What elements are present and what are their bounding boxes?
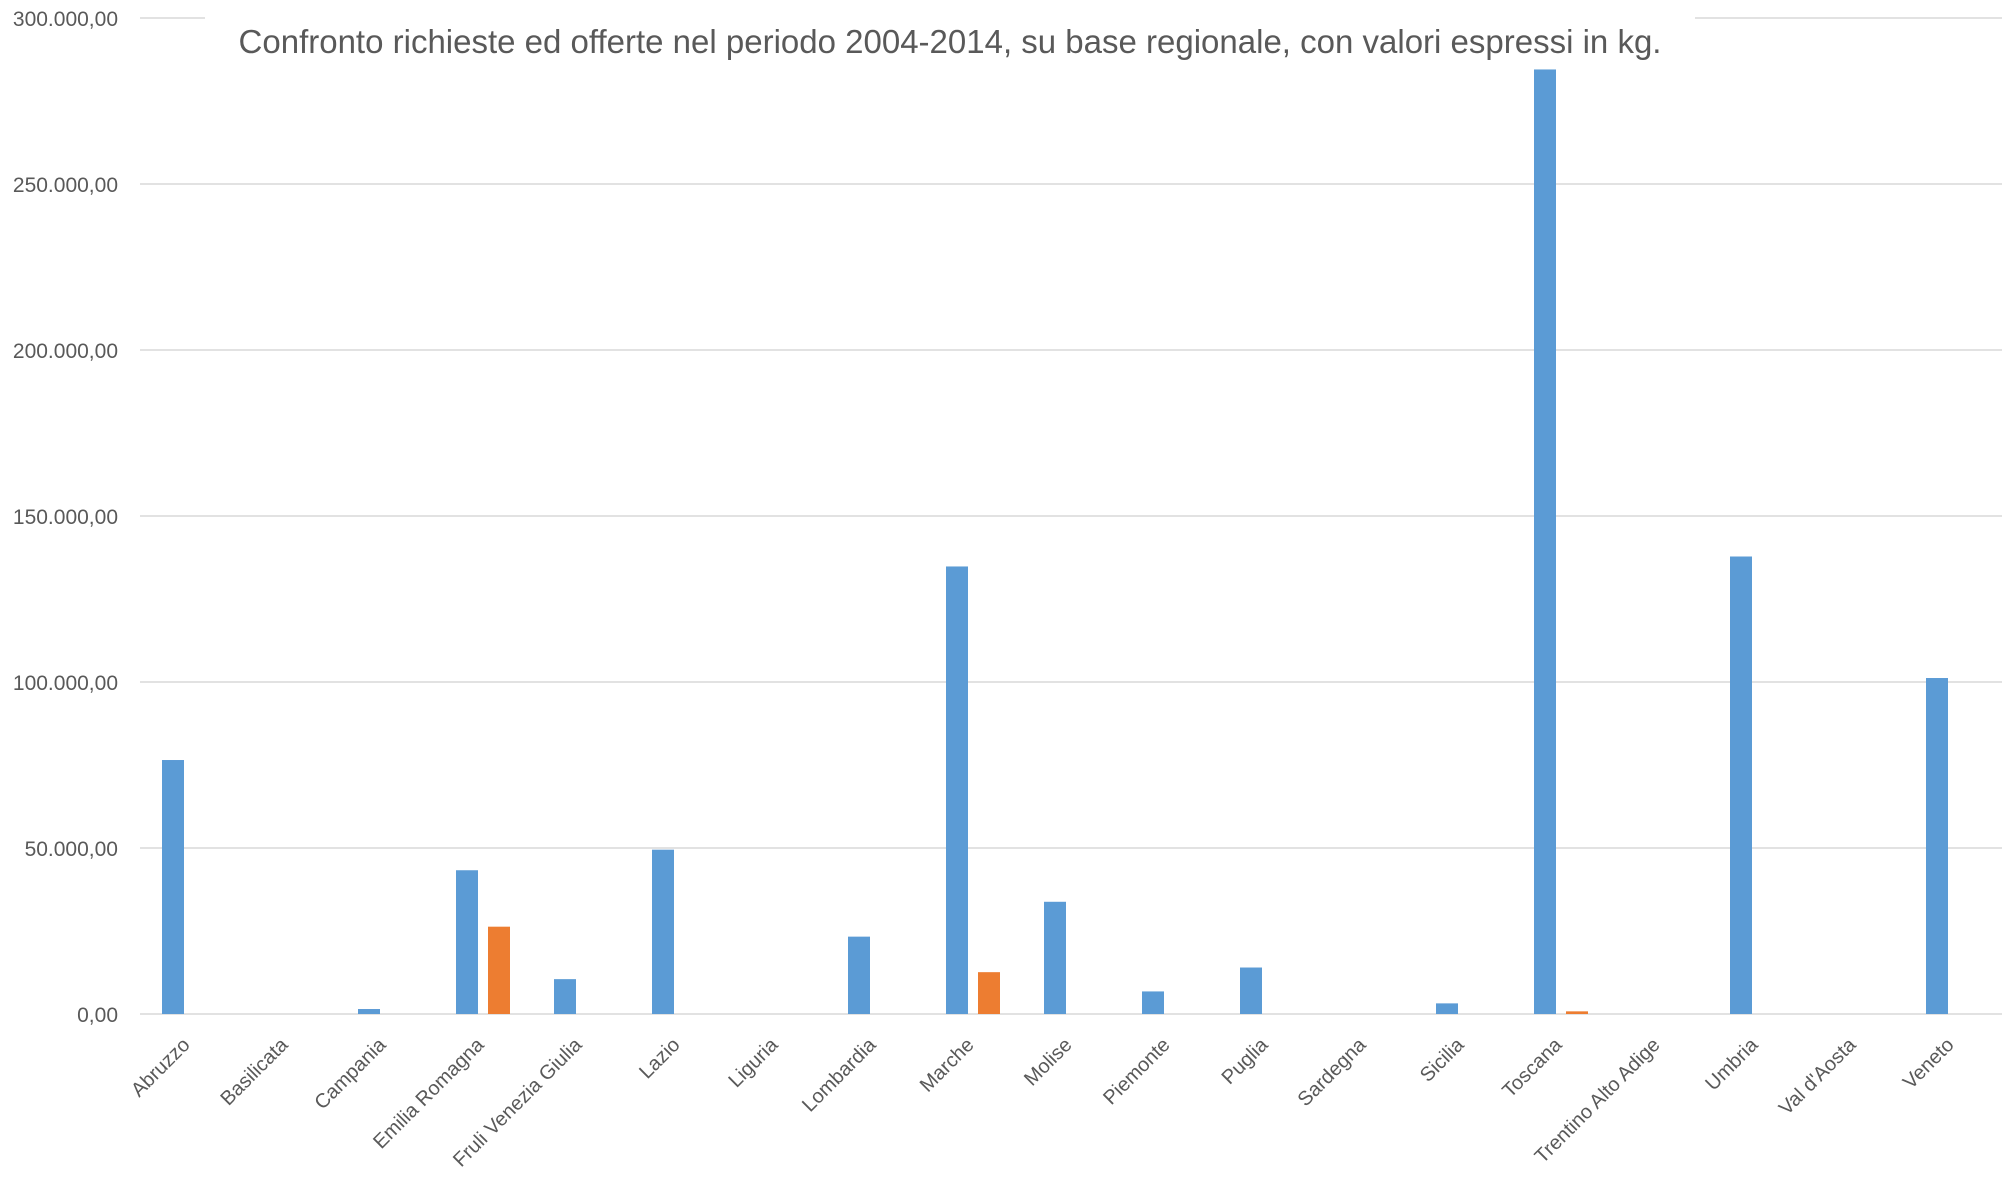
x-tick-label: Sardegna [1294, 1033, 1372, 1111]
bar-series1-2 [358, 1009, 380, 1014]
x-tick-label: Sicilia [1416, 1033, 1469, 1086]
bar-series1-4 [554, 979, 576, 1014]
bar-series2-14 [1566, 1011, 1588, 1014]
y-axis-tick-labels: 0,00 50.000,00 100.000,00 150.000,00 200.000… [13, 8, 118, 1027]
bar-series1-8 [946, 566, 968, 1014]
y-tick-label: 250.000,00 [13, 174, 118, 197]
bar-series1-5 [652, 849, 674, 1014]
bar-series1-18 [1926, 678, 1948, 1014]
x-tick-label: Abruzzo [127, 1034, 194, 1101]
y-tick-label: 150.000,00 [13, 506, 118, 529]
x-tick-label: Piemonte [1099, 1034, 1174, 1109]
x-tick-label: Umbria [1701, 1033, 1763, 1095]
bar-series2-3 [488, 926, 510, 1014]
bar-series1-7 [848, 936, 870, 1014]
x-tick-label: Toscana [1498, 1033, 1567, 1102]
bar-series1-16 [1730, 556, 1752, 1014]
y-tick-label: 50.000,00 [25, 838, 118, 861]
x-tick-label: Lombardia [798, 1033, 881, 1116]
gridlines [140, 17, 2002, 1015]
x-tick-label: Liguria [725, 1033, 784, 1092]
bar-series1-11 [1240, 967, 1262, 1014]
bar-series1-0 [162, 760, 184, 1014]
bar-series1-3 [456, 870, 478, 1014]
x-tick-label: Marche [916, 1034, 979, 1097]
x-tick-label: Val d'Aosta [1775, 1033, 1861, 1119]
bars [162, 69, 1948, 1014]
x-tick-label: Molise [1020, 1034, 1076, 1090]
x-tick-label: Lazio [635, 1034, 684, 1083]
y-tick-label: 0,00 [77, 1004, 118, 1027]
chart-title: Confronto richieste ed offerte nel perio… [239, 23, 1662, 60]
x-tick-label: Veneto [1899, 1034, 1959, 1094]
bar-series1-9 [1044, 901, 1066, 1014]
x-tick-label: Campania [311, 1033, 392, 1114]
y-tick-label: 100.000,00 [13, 672, 118, 695]
title-backdrop [205, 0, 1695, 66]
y-tick-label: 300.000,00 [13, 8, 118, 31]
bar-series2-8 [978, 972, 1000, 1014]
y-tick-label: 200.000,00 [13, 340, 118, 363]
bar-series1-10 [1142, 991, 1164, 1014]
x-tick-label: Basilicata [216, 1033, 293, 1110]
x-tick-label: Puglia [1218, 1033, 1273, 1088]
bar-series1-14 [1534, 69, 1556, 1014]
bar-series1-13 [1436, 1003, 1458, 1014]
